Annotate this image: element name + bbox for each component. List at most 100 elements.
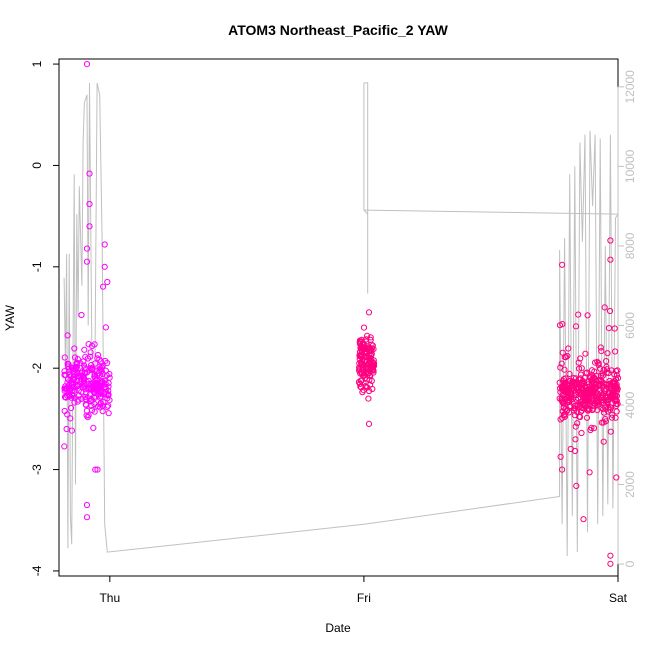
data-point <box>575 395 582 402</box>
data-point <box>556 322 564 329</box>
data-point <box>576 413 583 420</box>
data-point <box>74 356 81 363</box>
data-point <box>94 351 102 359</box>
data-point <box>607 237 614 244</box>
y2-tick-label: 12000 <box>623 70 637 104</box>
data-point <box>90 424 97 431</box>
data-point <box>594 390 601 397</box>
data-point <box>580 516 587 523</box>
data-point <box>559 414 566 421</box>
data-point <box>356 380 363 388</box>
data-point <box>572 402 579 410</box>
data-point <box>612 379 619 387</box>
data-point <box>580 405 587 412</box>
data-point <box>612 414 619 421</box>
y-tick-label: -2 <box>30 363 44 374</box>
data-point <box>609 411 616 418</box>
data-point <box>605 369 612 377</box>
data-point <box>360 387 367 394</box>
data-point <box>360 324 368 331</box>
y-axis-label: YAW <box>3 304 17 331</box>
data-point <box>567 445 574 453</box>
data-point <box>587 391 594 398</box>
data-point <box>614 375 622 382</box>
data-point <box>579 398 586 405</box>
data-point <box>67 415 74 422</box>
data-point <box>602 394 609 401</box>
data-point <box>584 406 591 413</box>
data-point <box>91 341 98 348</box>
data-point <box>64 360 71 367</box>
data-point <box>82 393 89 400</box>
data-point <box>359 343 366 351</box>
data-point <box>581 380 588 387</box>
data-point <box>586 399 593 406</box>
data-point <box>74 398 81 405</box>
data-point <box>560 404 567 411</box>
data-point <box>365 395 372 402</box>
data-point <box>565 393 572 400</box>
data-point <box>577 355 584 362</box>
y2-tick-label: 4000 <box>623 391 637 418</box>
data-point <box>94 355 101 362</box>
data-point <box>68 364 76 371</box>
data-point <box>86 170 93 177</box>
data-point <box>603 363 610 370</box>
data-point <box>102 384 109 391</box>
data-point <box>61 443 68 450</box>
x-tick-label: Fri <box>357 591 371 605</box>
data-point <box>361 349 368 356</box>
data-point <box>566 370 573 377</box>
data-point <box>71 399 78 406</box>
series-pink-points <box>355 237 622 567</box>
data-point <box>578 365 585 372</box>
data-point <box>584 312 591 319</box>
data-point <box>81 362 88 369</box>
data-point <box>70 377 77 384</box>
data-point <box>365 420 373 427</box>
data-point <box>82 353 89 360</box>
data-point <box>81 383 88 390</box>
data-point <box>586 406 593 413</box>
data-point <box>100 399 107 406</box>
data-point <box>595 361 602 368</box>
data-point <box>573 408 581 415</box>
data-point <box>583 369 591 376</box>
data-point <box>84 414 91 421</box>
data-point <box>605 325 613 332</box>
data-point <box>78 311 85 319</box>
chart-title: ATOM3 Northeast_Pacific_2 YAW <box>228 22 448 38</box>
x-axis-label: Date <box>325 621 351 635</box>
data-point <box>368 347 375 354</box>
grey-line-lower <box>63 82 619 557</box>
data-point <box>88 380 95 387</box>
data-point <box>570 386 577 393</box>
data-point <box>360 346 367 353</box>
data-point <box>62 385 69 392</box>
data-point <box>90 388 97 395</box>
y2-tick-label: 6000 <box>623 312 637 339</box>
data-point <box>611 371 618 378</box>
data-point <box>603 358 610 365</box>
data-point <box>574 420 581 427</box>
data-point <box>557 416 564 423</box>
data-point <box>66 392 73 400</box>
data-point <box>606 404 613 411</box>
data-point <box>104 359 111 367</box>
data-point <box>594 407 601 414</box>
data-point <box>83 412 90 419</box>
data-point <box>607 552 614 559</box>
data-point <box>74 371 81 378</box>
data-point <box>370 357 377 364</box>
data-point <box>607 428 614 435</box>
data-point <box>587 387 594 394</box>
data-point <box>583 414 591 421</box>
data-point <box>70 384 77 391</box>
data-point <box>576 376 583 383</box>
data-point <box>92 360 99 367</box>
data-point <box>91 408 98 415</box>
data-point <box>367 381 374 388</box>
data-point <box>595 399 602 406</box>
data-point <box>572 323 580 330</box>
y-tick-label: -3 <box>30 464 44 475</box>
